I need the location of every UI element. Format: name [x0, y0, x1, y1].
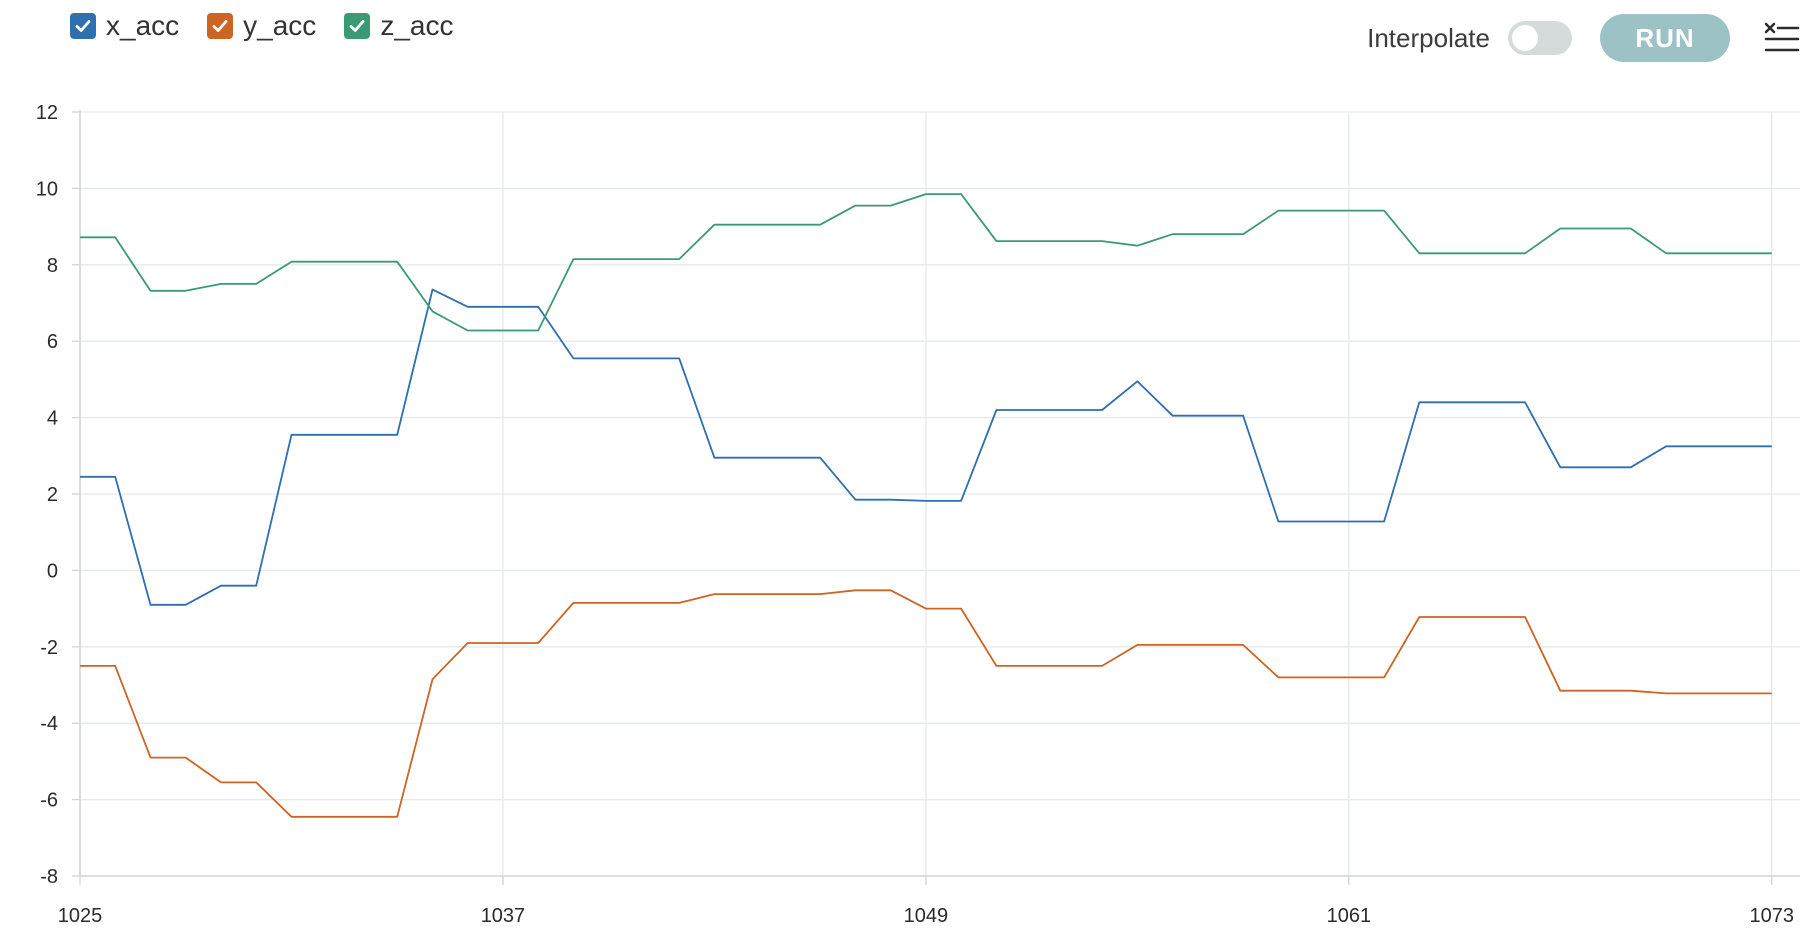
plotter-controls: Interpolate RUN [1367, 14, 1800, 62]
x-tick-label: 1025 [58, 905, 103, 927]
legend-label: y_acc [243, 10, 317, 41]
y-tick-label: -4 [40, 713, 58, 735]
checkbox-icon[interactable] [344, 13, 371, 39]
y-tick-label: -2 [40, 637, 58, 659]
y-tick-label: 4 [47, 408, 58, 430]
clear-list-icon[interactable] [1764, 18, 1800, 58]
checkbox-icon[interactable] [70, 13, 96, 39]
y-tick-label: 8 [47, 255, 58, 277]
y-tick-label: 10 [36, 178, 58, 200]
y-tick-label: 12 [36, 102, 58, 124]
legend-label: x_acc [106, 10, 180, 41]
legend-item-z-acc[interactable]: z_acc [344, 10, 453, 42]
interpolate-label: Interpolate [1367, 22, 1490, 53]
axis-layer [72, 110, 1800, 885]
checkbox-icon[interactable] [207, 13, 234, 39]
series-line-y-acc [80, 589, 1772, 818]
x-tick-label: 1073 [1750, 905, 1795, 927]
legend-item-x-acc[interactable]: x_acc [70, 10, 179, 42]
legend: x_acc y_acc z_acc [70, 10, 453, 42]
x-tick-label: 1049 [904, 905, 949, 927]
y-tick-labels: 12 10 8 6 4 2 0 -2 -4 -6 -8 [36, 102, 58, 888]
interpolate-toggle[interactable] [1508, 21, 1572, 55]
x-tick-label: 1037 [481, 905, 526, 927]
y-tick-label: 2 [47, 484, 58, 506]
series-layer [80, 193, 1772, 818]
y-tick-label: -8 [40, 866, 58, 888]
series-line-z-acc [80, 193, 1772, 332]
x-tick-labels: 1025 1037 1049 1061 1073 [58, 905, 1794, 927]
toggle-knob [1512, 25, 1538, 51]
grid-layer [79, 111, 1800, 877]
series-line-x-acc [80, 288, 1772, 606]
x-tick-label: 1061 [1327, 905, 1372, 927]
run-button[interactable]: RUN [1600, 14, 1730, 62]
y-tick-label: 0 [47, 560, 58, 582]
legend-label: z_acc [380, 10, 454, 41]
y-tick-label: 6 [47, 331, 58, 353]
legend-item-y-acc[interactable]: y_acc [207, 10, 316, 42]
y-tick-label: -6 [40, 790, 58, 812]
